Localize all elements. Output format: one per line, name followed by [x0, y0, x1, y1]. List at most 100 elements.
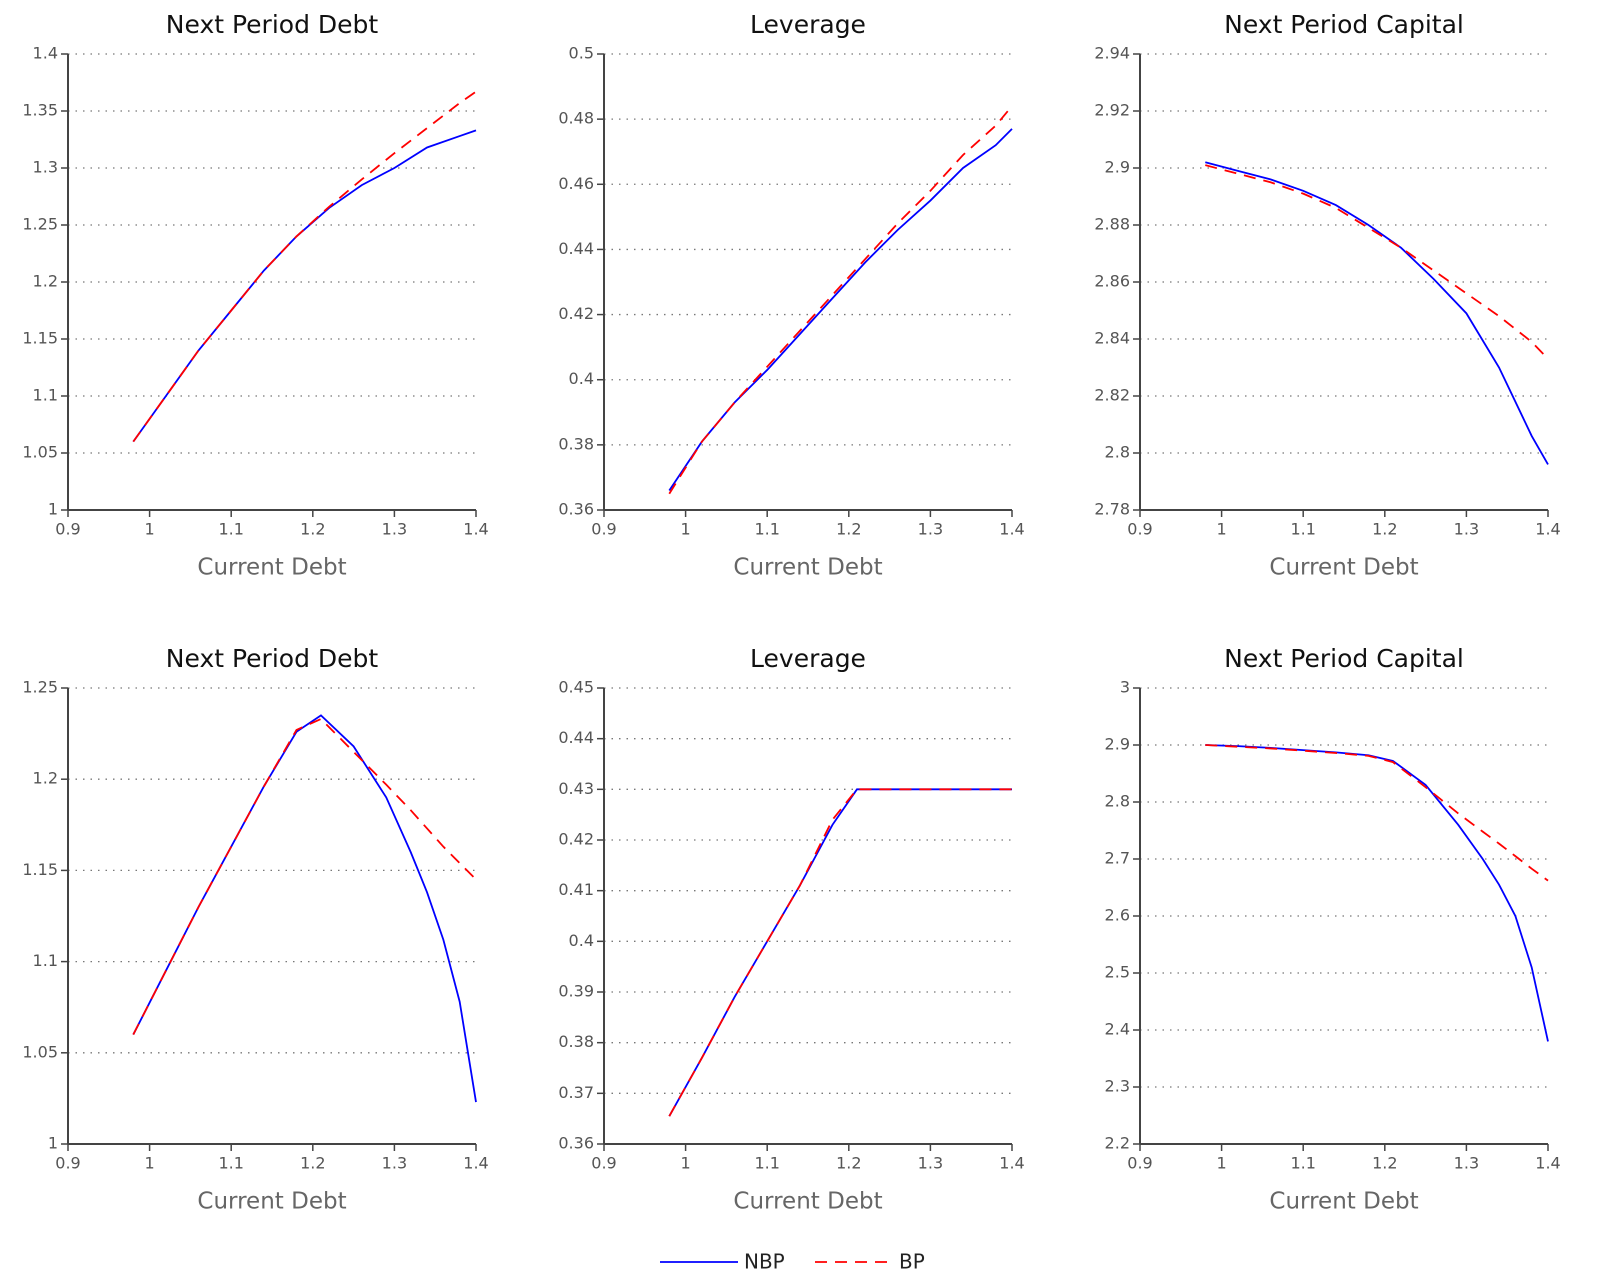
x-axis-label: Current Debt — [733, 1189, 882, 1215]
x-tick-label: 1.3 — [918, 520, 943, 539]
chart-title: Next Period Debt — [166, 10, 379, 39]
y-tick-label: 2.78 — [1094, 500, 1130, 519]
y-tick-label: 2.8 — [1105, 792, 1130, 811]
y-tick-label: 1.15 — [22, 329, 58, 348]
y-tick-label: 1.3 — [33, 158, 58, 177]
y-tick-label: 1.1 — [33, 951, 58, 970]
x-tick-label: 1.4 — [999, 520, 1024, 539]
y-tick-label: 0.46 — [558, 174, 594, 193]
x-tick-label: 1.2 — [1372, 520, 1397, 539]
y-tick-label: 0.37 — [558, 1083, 594, 1102]
x-tick-label: 1.1 — [1290, 520, 1315, 539]
legend-label: BP — [899, 1250, 925, 1274]
x-tick-label: 1 — [1217, 1154, 1227, 1173]
x-tick-label: 1.3 — [918, 1154, 943, 1173]
y-tick-label: 0.36 — [558, 1134, 594, 1153]
x-tick-label: 0.9 — [591, 520, 616, 539]
y-tick-label: 2.82 — [1094, 386, 1130, 405]
x-axis-label: Current Debt — [1269, 1189, 1418, 1215]
x-axis-label: Current Debt — [197, 555, 346, 581]
chart-title: Leverage — [750, 644, 866, 673]
x-axis-label: Current Debt — [733, 555, 882, 581]
y-tick-label: 0.4 — [569, 369, 594, 388]
y-tick-label: 1.2 — [33, 769, 58, 788]
y-tick-label: 0.39 — [558, 982, 594, 1001]
y-tick-label: 0.38 — [558, 1032, 594, 1051]
x-tick-label: 0.9 — [55, 520, 80, 539]
y-tick-label: 0.5 — [569, 44, 594, 63]
x-tick-label: 1 — [145, 1154, 155, 1173]
y-tick-label: 2.88 — [1094, 215, 1130, 234]
x-tick-label: 1.3 — [382, 520, 407, 539]
y-tick-label: 1.05 — [22, 443, 58, 462]
x-tick-label: 1 — [1217, 520, 1227, 539]
y-tick-label: 0.48 — [558, 109, 594, 128]
y-tick-label: 1 — [48, 500, 58, 519]
x-tick-label: 0.9 — [1127, 520, 1152, 539]
y-tick-label: 2.9 — [1105, 735, 1130, 754]
x-tick-label: 1.2 — [1372, 1154, 1397, 1173]
y-tick-label: 1.1 — [33, 386, 58, 405]
x-tick-label: 0.9 — [55, 1154, 80, 1173]
y-tick-label: 2.4 — [1105, 1020, 1130, 1039]
x-tick-label: 1.4 — [1535, 1154, 1560, 1173]
x-axis-label: Current Debt — [197, 1189, 346, 1215]
x-tick-label: 1.2 — [300, 520, 325, 539]
x-tick-label: 1.2 — [836, 520, 861, 539]
series-line — [668, 105, 1013, 495]
y-tick-label: 0.36 — [558, 500, 594, 519]
y-tick-label: 0.43 — [558, 779, 594, 798]
x-tick-label: 1.1 — [218, 1154, 243, 1173]
series-line — [1205, 164, 1549, 360]
x-tick-label: 1.4 — [463, 520, 488, 539]
x-tick-label: 1.4 — [999, 1154, 1024, 1173]
y-tick-label: 2.84 — [1094, 329, 1130, 348]
x-tick-label: 1.3 — [1454, 1154, 1479, 1173]
series-line — [1205, 744, 1549, 1042]
chart-title: Next Period Debt — [166, 644, 379, 673]
y-tick-label: 0.4 — [569, 931, 594, 950]
series-line — [1205, 161, 1549, 465]
series-line — [132, 717, 477, 1035]
y-tick-label: 1.2 — [33, 272, 58, 291]
y-tick-label: 1.05 — [22, 1042, 58, 1061]
y-tick-label: 0.38 — [558, 434, 594, 453]
x-tick-label: 1.1 — [1290, 1154, 1315, 1173]
x-tick-label: 1.2 — [300, 1154, 325, 1173]
x-tick-label: 1.1 — [754, 1154, 779, 1173]
x-tick-label: 1 — [681, 520, 691, 539]
series-line — [668, 128, 1013, 491]
y-tick-label: 2.94 — [1094, 44, 1130, 63]
y-tick-label: 2.3 — [1105, 1077, 1130, 1096]
x-axis-label: Current Debt — [1269, 555, 1418, 581]
y-tick-label: 1.4 — [33, 44, 58, 63]
x-tick-label: 1 — [145, 520, 155, 539]
chart-title: Next Period Capital — [1224, 644, 1464, 673]
y-tick-label: 1.25 — [22, 215, 58, 234]
y-tick-label: 2.86 — [1094, 272, 1130, 291]
x-tick-label: 1 — [681, 1154, 691, 1173]
series-line — [668, 788, 1012, 1117]
x-tick-label: 0.9 — [591, 1154, 616, 1173]
chart-title: Leverage — [750, 10, 866, 39]
y-tick-label: 0.42 — [558, 830, 594, 849]
y-tick-label: 0.44 — [558, 239, 594, 258]
x-tick-label: 1.4 — [463, 1154, 488, 1173]
x-tick-label: 1.4 — [1535, 520, 1560, 539]
x-tick-label: 1.3 — [1454, 520, 1479, 539]
y-tick-label: 0.41 — [558, 880, 594, 899]
series-line — [132, 90, 477, 443]
y-tick-label: 2.6 — [1105, 906, 1130, 925]
y-tick-label: 1 — [48, 1134, 58, 1153]
y-tick-label: 2.7 — [1105, 849, 1130, 868]
y-tick-label: 2.92 — [1094, 101, 1130, 120]
y-tick-label: 3 — [1120, 678, 1130, 697]
y-tick-label: 1.25 — [22, 678, 58, 697]
y-tick-label: 0.45 — [558, 678, 594, 697]
series-line — [132, 129, 477, 443]
x-tick-label: 1.1 — [754, 520, 779, 539]
x-tick-label: 1.2 — [836, 1154, 861, 1173]
y-tick-label: 2.8 — [1105, 443, 1130, 462]
x-tick-label: 1.1 — [218, 520, 243, 539]
